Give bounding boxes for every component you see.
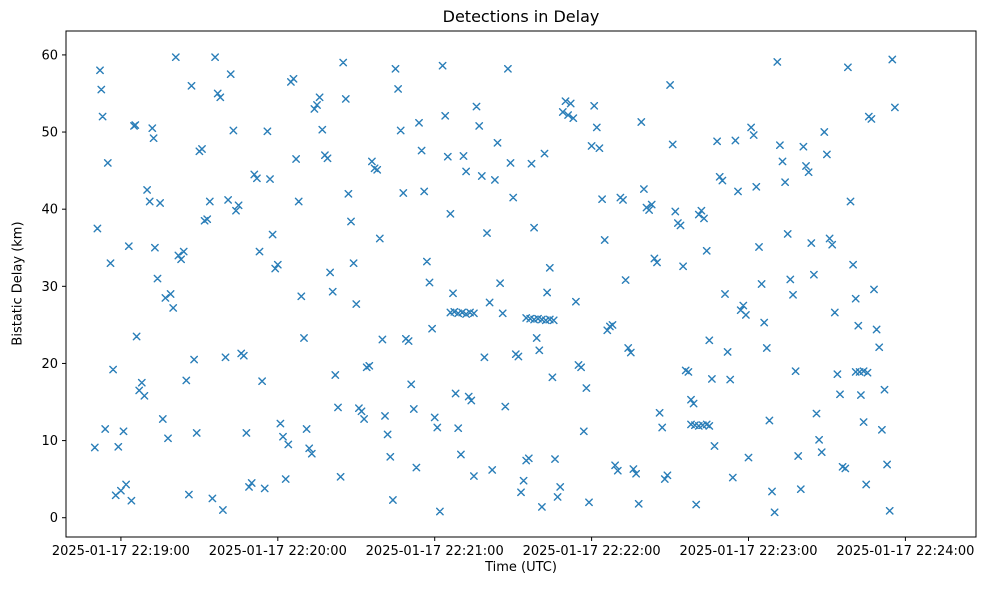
chart-title: Detections in Delay: [442, 7, 600, 26]
x-tick-label: 2025-01-17 22:20:00: [209, 544, 347, 559]
y-tick-label: 60: [41, 48, 58, 63]
y-tick-label: 20: [41, 357, 58, 372]
y-tick-label: 0: [50, 511, 58, 526]
x-tick-label: 2025-01-17 22:21:00: [366, 544, 504, 559]
plot-frame: [65, 30, 977, 538]
scatter-points: [90, 53, 899, 517]
x-tick-label: 2025-01-17 22:22:00: [523, 544, 661, 559]
y-tick-label: 30: [41, 280, 58, 295]
x-tick-label: 2025-01-17 22:24:00: [836, 544, 974, 559]
y-axis-label: Bistatic Delay (km): [10, 221, 26, 346]
y-tick-label: 50: [41, 126, 58, 141]
y-tick-label: 10: [41, 434, 58, 449]
y-tick-label: 40: [41, 203, 58, 218]
x-tick-label: 2025-01-17 22:23:00: [679, 544, 817, 559]
x-tick-label: 2025-01-17 22:19:00: [52, 544, 190, 559]
x-axis-label: Time (UTC): [485, 560, 557, 575]
